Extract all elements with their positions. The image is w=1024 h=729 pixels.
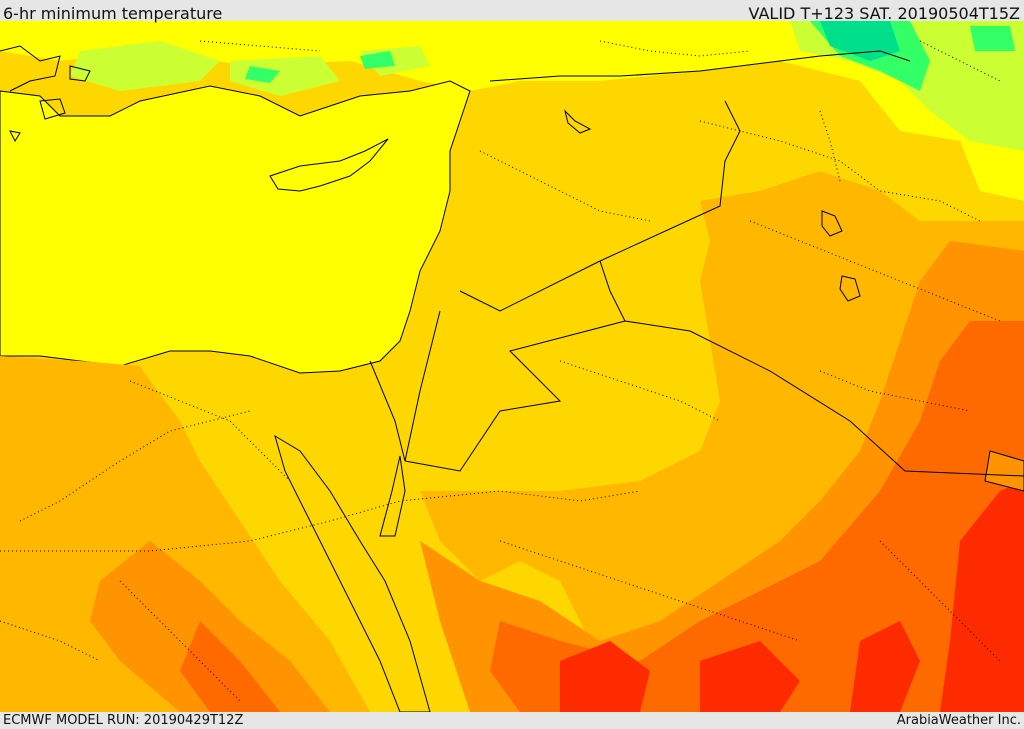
admin-borders [0, 40, 1001, 702]
cyprus-island [269, 138, 389, 192]
lake-assad [564, 109, 592, 134]
lake-milh [839, 275, 861, 302]
mediterranean-sea [0, 80, 471, 374]
aegean-coast [0, 45, 91, 143]
persian-gulf [984, 450, 1024, 492]
credit-label: ArabiaWeather Inc. [896, 713, 1021, 728]
footer-bar: ECMWF MODEL RUN: 20190429T12Z ArabiaWeat… [0, 712, 1024, 729]
red-zone-south [560, 621, 920, 712]
lake-tharthar [821, 210, 843, 237]
gulf-of-aqaba [379, 455, 406, 537]
north-green-patches [70, 21, 1024, 151]
header-bar: 6-hr minimum temperature VALID T+123 SAT… [0, 0, 1024, 23]
map-canvas [0, 21, 1024, 712]
valid-time: VALID T+123 SAT. 20190504T15Z [748, 4, 1020, 23]
temperature-map[interactable] [0, 21, 1024, 712]
red-sea [274, 434, 431, 712]
red-zone-southeast [940, 481, 1024, 712]
country-borders [369, 50, 1024, 477]
orange-zone-west [90, 541, 330, 712]
dark-orange-zone [490, 321, 1024, 712]
model-run-label: ECMWF MODEL RUN: 20190429T12Z [3, 713, 244, 728]
map-title: 6-hr minimum temperature [3, 4, 223, 23]
dark-orange-west [180, 621, 280, 712]
